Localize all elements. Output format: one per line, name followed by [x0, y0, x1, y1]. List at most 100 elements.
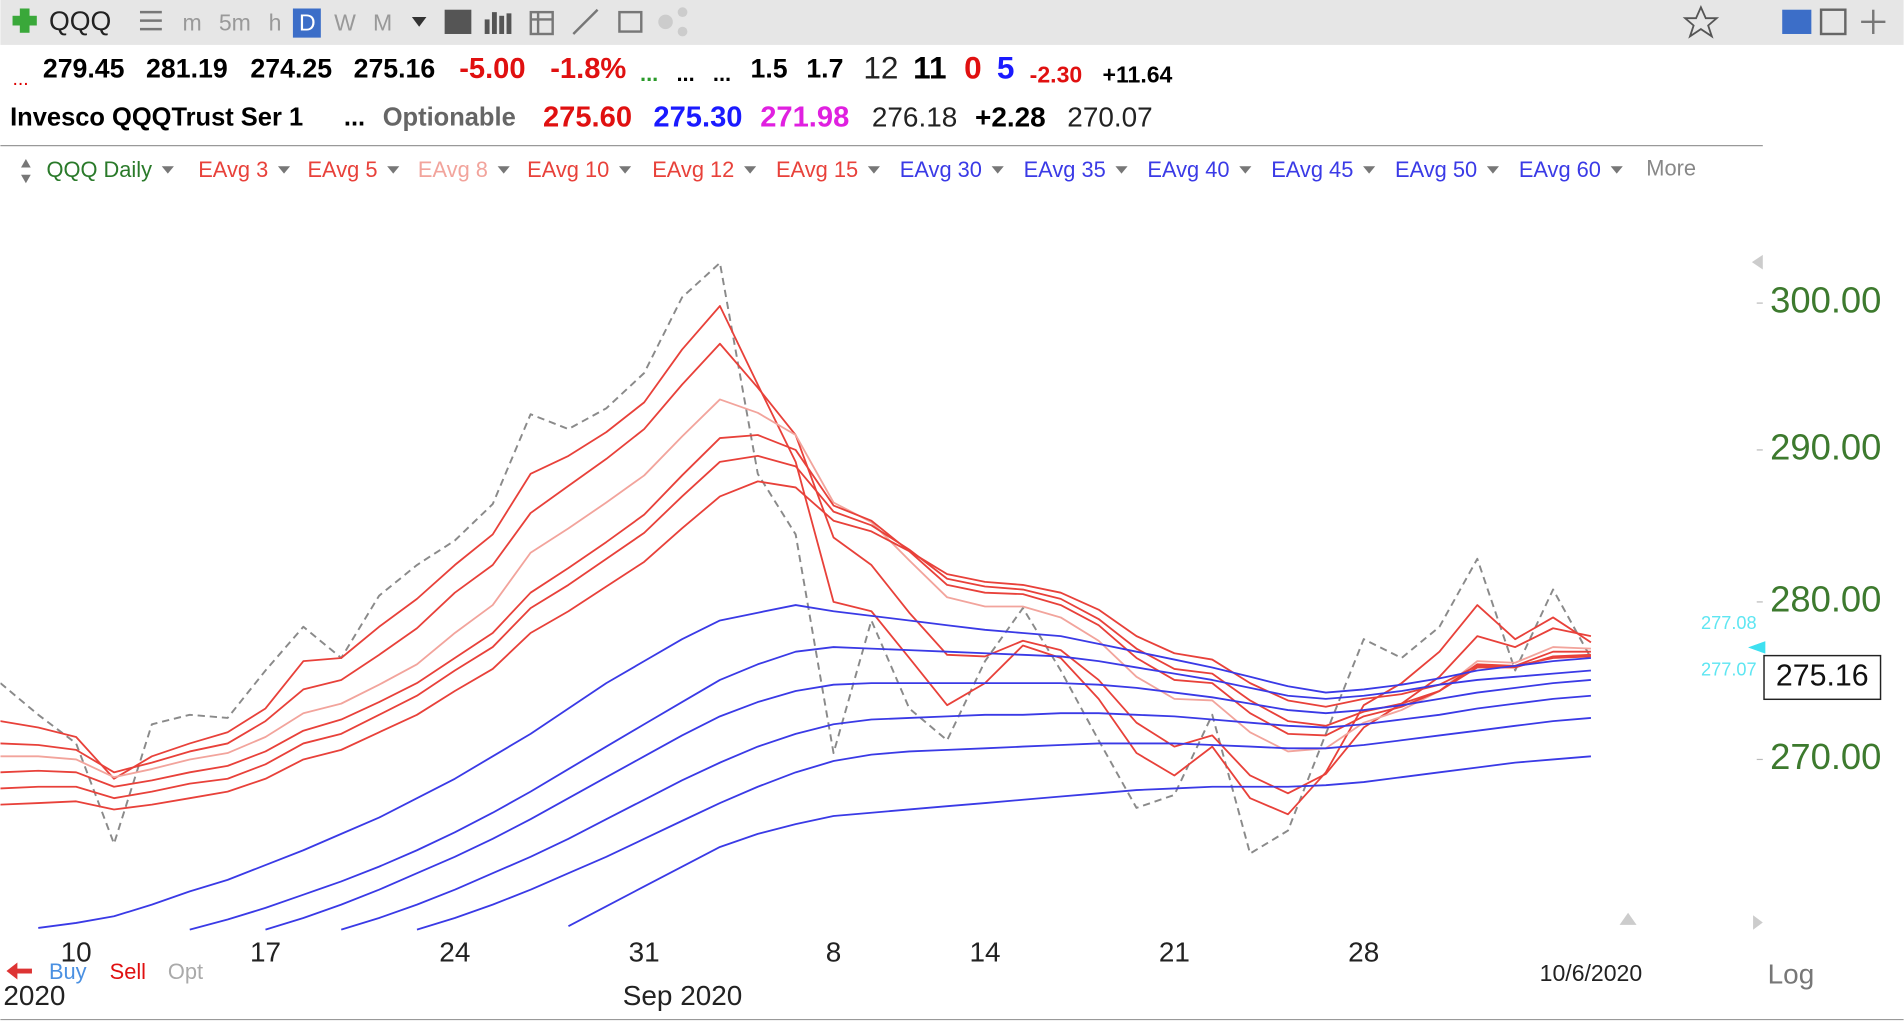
x-tick-label: 31	[629, 936, 660, 967]
x-period-label: 2020	[3, 980, 65, 1011]
x-tick-label: 8	[826, 936, 842, 967]
series-line	[38, 604, 1592, 929]
x-period-label: Sep 2020	[623, 980, 743, 1011]
trade-button[interactable]: Sell	[110, 959, 146, 984]
legend-arrows	[21, 159, 31, 184]
toolbar-icons	[139, 5, 1886, 39]
legend-entry[interactable]: EAvg 10	[527, 157, 609, 182]
legend-entry[interactable]: EAvg 3	[198, 157, 268, 182]
legend-dropdown[interactable]	[497, 166, 510, 174]
price-marker-label: 277.08	[1701, 613, 1757, 633]
y-tick-label: 290.00	[1770, 427, 1881, 468]
quote-value: 5	[997, 50, 1015, 86]
legend-dropdown[interactable]	[1239, 166, 1252, 174]
period-button[interactable]: m	[182, 9, 201, 35]
quote-detail: 275.60	[543, 102, 632, 134]
x-tick-label: 24	[439, 936, 470, 967]
price-marker-label: 277.07	[1701, 659, 1757, 679]
series-line	[265, 679, 1592, 931]
legend-dropdown[interactable]	[619, 166, 632, 174]
series-line	[568, 755, 1592, 928]
symbol[interactable]: QQQ	[49, 6, 111, 36]
quote-value: -2.30	[1030, 62, 1083, 88]
quote-value: -1.8%	[550, 53, 626, 85]
x-tick-label: 28	[1348, 936, 1379, 967]
last-date: 10/6/2020	[1540, 960, 1643, 986]
series-line	[189, 646, 1592, 931]
last-price-box	[1763, 654, 1882, 701]
legend-dropdown[interactable]	[1363, 166, 1376, 174]
y-tick-label: 280.00	[1770, 579, 1881, 620]
price-marker	[1748, 641, 1766, 654]
x-tick-label: 21	[1159, 936, 1190, 967]
quote-value: +11.64	[1103, 62, 1173, 88]
series-line	[0, 480, 1591, 811]
series-line	[0, 434, 1591, 788]
plot-area	[0, 261, 1592, 931]
legend-entry[interactable]: EAvg 12	[652, 157, 734, 182]
quote-value: -5.00	[459, 53, 525, 85]
quote-detail: Invesco QQQTrust Ser 1	[10, 104, 303, 132]
legend-dropdown[interactable]	[744, 166, 757, 174]
period-button[interactable]: h	[269, 9, 282, 35]
quote-value: 11	[913, 50, 946, 86]
quote-value: 12	[863, 50, 898, 86]
legend-entry[interactable]: EAvg 40	[1147, 157, 1229, 182]
legend-entry[interactable]: EAvg 15	[776, 157, 858, 182]
add-button[interactable]	[12, 8, 37, 33]
legend-dropdown[interactable]	[1610, 166, 1623, 174]
quote-detail: 271.98	[760, 102, 849, 134]
legend-dropdown[interactable]	[161, 166, 174, 174]
legend-dropdown[interactable]	[867, 166, 880, 174]
quote-value: ...	[640, 61, 658, 86]
legend-entry[interactable]: EAvg 30	[900, 157, 982, 182]
legend-dropdown[interactable]	[1115, 166, 1128, 174]
period-button[interactable]: D	[299, 9, 316, 35]
series-line	[0, 454, 1591, 800]
x-tick-label: 14	[969, 936, 1000, 967]
trade-button[interactable]: Buy	[49, 959, 87, 984]
quote-value: 275.16	[354, 53, 436, 83]
quote-detail: Optionable	[383, 104, 516, 132]
legend-more[interactable]: More	[1646, 156, 1696, 181]
legend-entry[interactable]: EAvg 8	[418, 157, 488, 182]
quote-value: ...	[713, 61, 731, 86]
series-line	[0, 305, 1592, 816]
trade-button[interactable]: Opt	[168, 959, 203, 984]
plot-markers	[1619, 254, 1763, 930]
legend-entry[interactable]: EAvg 50	[1395, 157, 1477, 182]
legend-entry[interactable]: EAvg 60	[1519, 157, 1601, 182]
y-tick-label: 300.00	[1770, 280, 1881, 321]
series-line	[416, 717, 1592, 931]
quote-value: 0	[964, 50, 982, 86]
legend-dropdown[interactable]	[1486, 166, 1500, 174]
quote-value: 279.45	[43, 53, 125, 83]
quote-detail: 276.18	[872, 101, 957, 132]
legend-entry[interactable]: EAvg 35	[1024, 157, 1106, 182]
period-button[interactable]: 5m	[219, 9, 251, 35]
quote-value: ...	[676, 61, 694, 86]
period-active-bg	[292, 8, 321, 38]
legend-dropdown[interactable]	[991, 166, 1004, 174]
legend-entry[interactable]: EAvg 45	[1271, 157, 1353, 182]
last-price-label: 275.16	[1776, 659, 1869, 692]
period-button[interactable]: W	[334, 9, 356, 35]
x-tick-label: 10	[61, 936, 92, 967]
legend-dropdown[interactable]	[277, 166, 291, 174]
quote-value: 1.5	[751, 53, 788, 83]
series-line	[340, 694, 1592, 931]
x-tick-label: 17	[250, 936, 281, 967]
buy-sell-arrows	[6, 962, 32, 980]
y-tick-label: 270.00	[1770, 736, 1881, 777]
quote-detail: 275.30	[653, 102, 742, 134]
quote-value: 274.25	[250, 53, 332, 83]
period-button[interactable]: M	[373, 9, 392, 35]
quote-detail: 270.07	[1067, 101, 1152, 132]
legend-entry[interactable]: QQQ Daily	[47, 157, 153, 182]
scale-toggle[interactable]: Log	[1768, 958, 1815, 989]
legend-dropdown[interactable]	[387, 166, 400, 174]
legend-entry[interactable]: EAvg 5	[307, 157, 377, 182]
series-line	[0, 261, 1592, 855]
